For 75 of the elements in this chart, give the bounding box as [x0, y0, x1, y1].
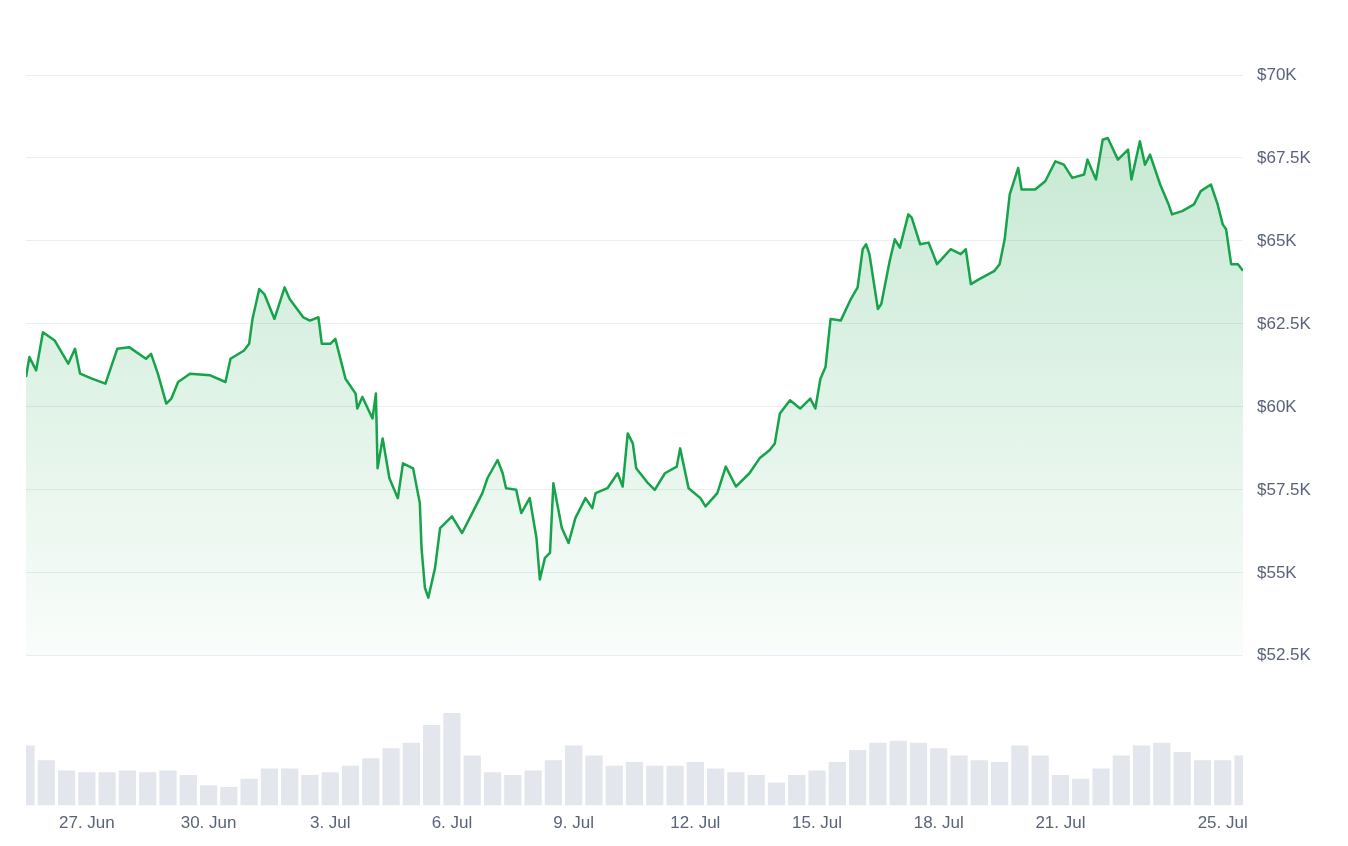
bar: [909, 742, 928, 806]
bar: [828, 762, 846, 806]
x-tick-label: 30. Jun: [180, 813, 237, 833]
bar: [1072, 778, 1090, 806]
bar: [666, 765, 684, 806]
bar: [402, 742, 420, 806]
bar: [179, 775, 197, 806]
bar: [869, 742, 887, 806]
bar: [889, 740, 907, 806]
bar: [585, 755, 603, 806]
bar: [463, 755, 481, 806]
bar: [220, 787, 238, 806]
bar: [98, 772, 116, 806]
x-tick-label: 6. Jul: [431, 813, 473, 833]
bar: [1031, 755, 1049, 806]
bar: [565, 745, 583, 806]
bar: [686, 762, 704, 806]
bar: [1173, 751, 1191, 806]
x-tick-label: 27. Jun: [58, 813, 115, 833]
bar: [281, 768, 299, 806]
bar: [849, 750, 867, 806]
y-tick-label: $62.5K: [1257, 313, 1312, 333]
bar: [341, 765, 360, 806]
bar: [139, 772, 157, 806]
bar: [970, 760, 988, 806]
bar: [362, 758, 380, 806]
bar: [808, 770, 826, 806]
bar: [159, 770, 177, 806]
y-tick-label: $65K: [1257, 230, 1298, 250]
bar: [1051, 775, 1070, 806]
x-tick-label: 25. Jul: [1197, 813, 1248, 833]
bar: [605, 765, 623, 806]
bar: [382, 748, 400, 806]
bar: [57, 770, 76, 806]
bar: [504, 775, 522, 806]
y-tick-label: $52.5K: [1257, 645, 1312, 665]
y-tick-label: $57.5K: [1257, 479, 1312, 499]
x-tick-label: 9. Jul: [553, 813, 594, 833]
bar: [321, 772, 339, 806]
bar: [990, 762, 1009, 806]
bar: [443, 713, 461, 806]
bar: [524, 770, 542, 806]
bar: [240, 778, 258, 806]
bar: [1112, 755, 1130, 806]
x-tick-label: 3. Jul: [309, 813, 351, 833]
bar: [544, 760, 562, 806]
x-tick-label: 21. Jul: [1035, 813, 1086, 833]
x-tick-label: 18. Jul: [913, 813, 964, 833]
bar: [767, 782, 786, 806]
y-tick-label: $55K: [1257, 562, 1298, 582]
bar: [1011, 745, 1029, 806]
bar: [1092, 768, 1110, 806]
bar: [483, 772, 502, 806]
bar: [747, 775, 765, 806]
bar: [118, 770, 137, 806]
bar: [1132, 745, 1151, 806]
bar: [1193, 760, 1212, 806]
bar: [78, 772, 96, 806]
bar: [1153, 742, 1171, 806]
y-tick-label: $67.5K: [1257, 147, 1312, 167]
bar: [727, 772, 745, 806]
bar: [625, 762, 644, 806]
bar: [950, 755, 968, 806]
bar: [930, 748, 948, 806]
bar: [423, 725, 441, 806]
y-tick-label: $60K: [1257, 396, 1298, 416]
bar: [260, 768, 279, 806]
bar: [707, 768, 725, 806]
x-tick-label: 12. Jul: [670, 813, 721, 833]
bar: [646, 765, 664, 806]
bar: [199, 785, 218, 806]
bar: [301, 775, 319, 806]
y-tick-label: $70K: [1257, 64, 1298, 84]
x-tick-label: 15. Jul: [792, 813, 843, 833]
bar: [788, 775, 806, 806]
